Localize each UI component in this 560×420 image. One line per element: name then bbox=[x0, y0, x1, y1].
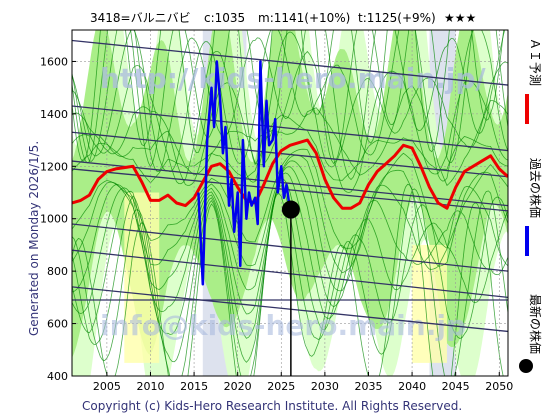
legend-past-price-label: 過去の株価 bbox=[528, 158, 543, 218]
header-code: 3418=バルニバビ bbox=[90, 11, 191, 25]
series-past-price bbox=[197, 60, 292, 286]
band-line bbox=[72, 30, 505, 166]
trend-line bbox=[72, 168, 508, 212]
x-tick-label: 2025 bbox=[267, 380, 295, 393]
legend-latest-price-label: 最新の株価 bbox=[528, 294, 543, 354]
legend: ＡＩ予測 過去の株価 最新の株価 bbox=[519, 38, 543, 373]
legend-ai-forecast-label: ＡＩ予測 bbox=[528, 38, 542, 86]
y-tick-label: 1600 bbox=[40, 55, 68, 68]
y-tick-label: 1400 bbox=[40, 108, 68, 121]
band-line bbox=[72, 154, 508, 274]
copyright: Copyright (c) Kids-Hero Research Institu… bbox=[82, 399, 462, 413]
series-ai-forecast bbox=[72, 138, 508, 210]
y-tick-label: 600 bbox=[47, 318, 68, 331]
plot-border bbox=[71, 29, 509, 377]
band-line bbox=[72, 30, 508, 182]
x-tick-label: 2020 bbox=[224, 380, 252, 393]
trend-line bbox=[72, 223, 508, 272]
band-line bbox=[72, 178, 508, 363]
band-line bbox=[72, 183, 504, 376]
y-tick-label: 800 bbox=[47, 265, 68, 278]
x-tick-label: 2035 bbox=[354, 380, 382, 393]
latest-price-marker bbox=[281, 200, 300, 219]
x-tick-label: 2010 bbox=[136, 380, 164, 393]
header-current: c:1035 bbox=[204, 11, 245, 25]
header-rating: ★★★ bbox=[444, 11, 476, 25]
y-tick-label: 400 bbox=[47, 370, 68, 383]
trend-line bbox=[72, 39, 508, 86]
legend-latest-price-swatch bbox=[519, 359, 533, 373]
header-target: t:1125(+9%) bbox=[358, 11, 436, 25]
trend-line bbox=[72, 105, 508, 152]
generated-date: Generated on Monday 2026/1/5. bbox=[27, 141, 41, 336]
x-tick-label: 2005 bbox=[93, 380, 121, 393]
x-tick-label: 2050 bbox=[485, 380, 513, 393]
series-lines bbox=[72, 60, 508, 286]
x-tick-label: 2030 bbox=[311, 380, 339, 393]
x-tick-label: 2040 bbox=[398, 380, 426, 393]
y-tick-label: 1000 bbox=[40, 213, 68, 226]
x-tick-label: 2015 bbox=[180, 380, 208, 393]
watermark-url: http://kids-hero.main.jp/ bbox=[100, 62, 486, 95]
trend-line bbox=[72, 286, 508, 333]
band-line bbox=[72, 30, 508, 168]
header-median: m:1141(+10%) bbox=[258, 11, 350, 25]
watermark-email: info@kids-hero.main.jp bbox=[100, 309, 466, 342]
band-line bbox=[72, 172, 508, 339]
trend-line bbox=[72, 249, 508, 299]
band-inner bbox=[72, 30, 508, 359]
trend-line bbox=[72, 131, 508, 178]
axes: 2005 2010 2015 2020 2025 2030 2035 2040 2045 2050… bbox=[40, 55, 513, 393]
x-tick-label: 2045 bbox=[442, 380, 470, 393]
y-tick-label: 1200 bbox=[40, 160, 68, 173]
